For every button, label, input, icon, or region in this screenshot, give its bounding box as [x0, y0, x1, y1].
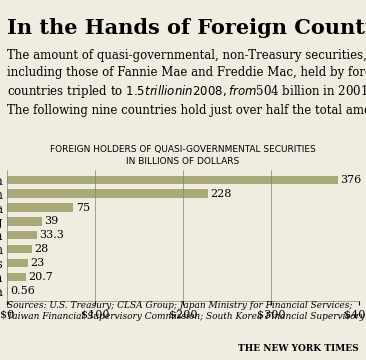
Text: 23: 23	[30, 258, 44, 268]
Bar	[7, 189, 208, 198]
Text: 20.7: 20.7	[28, 272, 53, 282]
Text: Sources: U.S. Treasury; CLSA Group; Japan Ministry for Financial Services;
Taiwa: Sources: U.S. Treasury; CLSA Group; Japa…	[7, 301, 366, 321]
Text: The amount of quasi-governmental, non-Treasury securities,
including those of Fa: The amount of quasi-governmental, non-Tr…	[7, 49, 366, 117]
Text: FOREIGN HOLDERS OF QUASI-GOVERNMENTAL SECURITIES
IN BILLIONS OF DOLLARS: FOREIGN HOLDERS OF QUASI-GOVERNMENTAL SE…	[50, 145, 316, 166]
Text: 228: 228	[210, 189, 232, 199]
Text: 376: 376	[340, 175, 362, 185]
Text: In the Hands of Foreign Countries: In the Hands of Foreign Countries	[7, 18, 366, 38]
Bar	[7, 217, 42, 226]
Bar	[7, 203, 73, 212]
Text: 39: 39	[44, 216, 59, 226]
Bar	[7, 176, 337, 184]
Bar	[7, 259, 27, 267]
Text: 0.56: 0.56	[11, 286, 36, 296]
Bar	[7, 231, 37, 239]
Bar	[7, 273, 26, 281]
Bar	[7, 245, 32, 253]
Text: 28: 28	[34, 244, 49, 254]
Text: THE NEW YORK TIMES: THE NEW YORK TIMES	[238, 344, 359, 353]
Bar	[7, 287, 8, 295]
Text: 75: 75	[76, 203, 90, 212]
Text: 33.3: 33.3	[39, 230, 64, 240]
